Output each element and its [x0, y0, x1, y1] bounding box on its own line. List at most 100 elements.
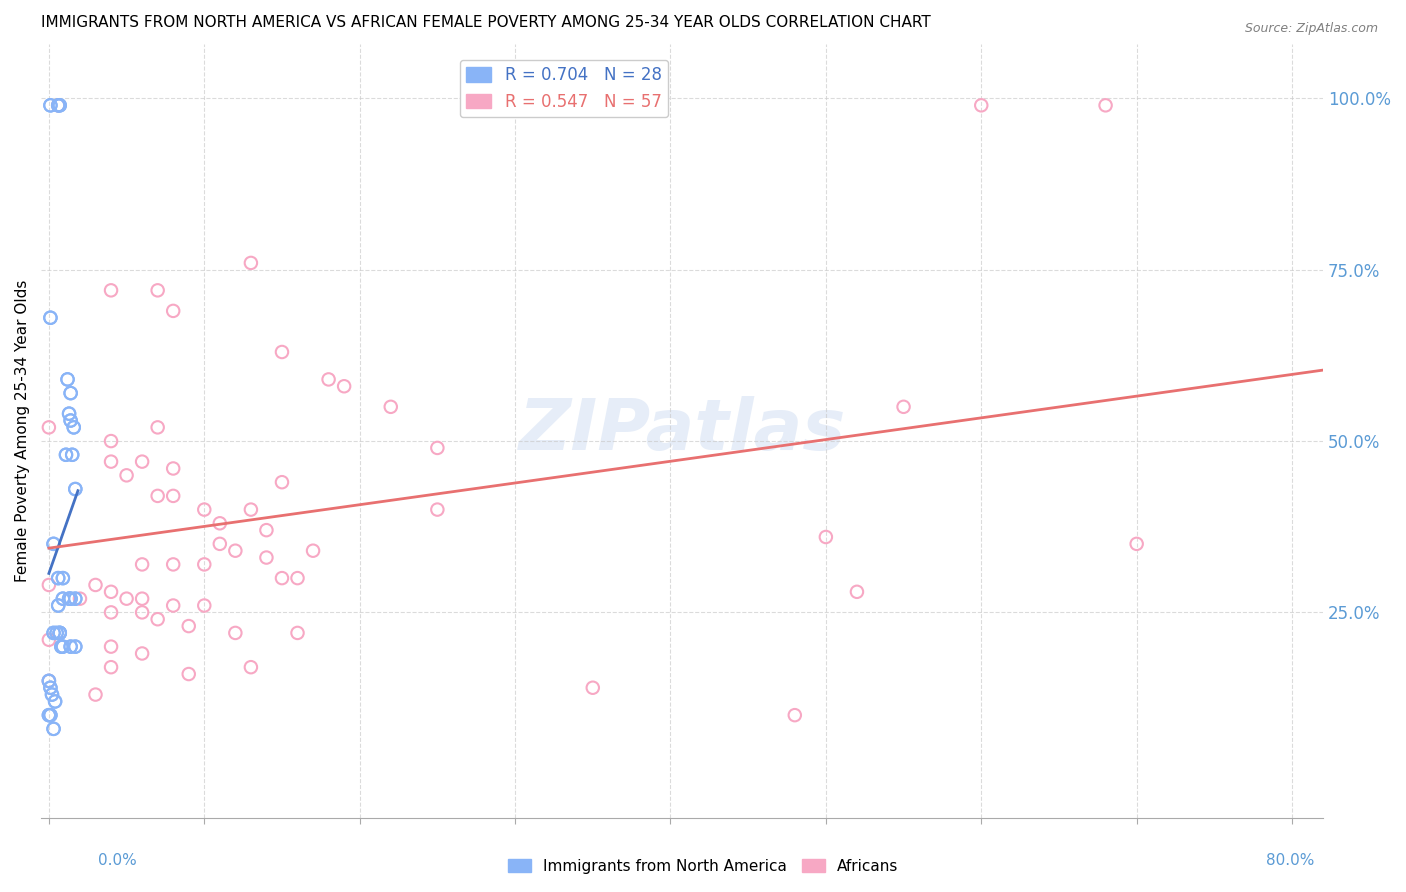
Point [38, 673, 60, 688]
Point [39, 708, 62, 723]
Point [100, 455, 122, 469]
Point [49, 626, 72, 640]
Point [49, 98, 72, 112]
Point [239, 660, 262, 674]
Point [582, 681, 605, 695]
Point [287, 571, 309, 585]
Point [46, 599, 69, 613]
Point [65, 640, 87, 654]
Point [177, 619, 200, 633]
Point [65, 591, 87, 606]
Point [1094, 98, 1116, 112]
Point [49, 98, 72, 112]
Point [42, 537, 65, 551]
Legend: Immigrants from North America, Africans: Immigrants from North America, Africans [502, 853, 904, 880]
Point [56, 372, 79, 386]
Point [42, 626, 65, 640]
Point [271, 345, 294, 359]
Point [58, 591, 80, 606]
Point [52, 591, 75, 606]
Point [893, 400, 915, 414]
Point [59, 386, 82, 401]
Text: Source: ZipAtlas.com: Source: ZipAtlas.com [1244, 22, 1378, 36]
Point [302, 543, 325, 558]
Point [256, 523, 278, 537]
Point [59, 413, 82, 427]
Point [39, 708, 62, 723]
Point [193, 502, 215, 516]
Point [100, 606, 122, 620]
Point [426, 441, 449, 455]
Point [162, 461, 184, 475]
Point [38, 673, 60, 688]
Point [45, 626, 67, 640]
Point [49, 626, 72, 640]
Point [318, 372, 340, 386]
Point [46, 98, 69, 112]
Point [39, 310, 62, 325]
Point [783, 708, 806, 723]
Point [193, 558, 215, 572]
Point [380, 400, 402, 414]
Point [84, 578, 107, 592]
Point [45, 626, 67, 640]
Point [131, 558, 153, 572]
Point [100, 283, 122, 297]
Point [131, 606, 153, 620]
Point [162, 558, 184, 572]
Point [162, 304, 184, 318]
Point [287, 626, 309, 640]
Point [62, 420, 84, 434]
Point [46, 98, 69, 112]
Point [845, 584, 868, 599]
Text: 80.0%: 80.0% [1267, 854, 1315, 868]
Point [65, 591, 87, 606]
Point [58, 407, 80, 421]
Text: 0.0%: 0.0% [98, 854, 138, 868]
Point [131, 591, 153, 606]
Point [208, 537, 231, 551]
Point [39, 98, 62, 112]
Point [65, 640, 87, 654]
Point [224, 543, 246, 558]
Point [58, 407, 80, 421]
Point [131, 455, 153, 469]
Point [84, 688, 107, 702]
Point [146, 420, 169, 434]
Text: ZIPatlas: ZIPatlas [519, 396, 846, 466]
Point [69, 591, 91, 606]
Point [224, 626, 246, 640]
Point [59, 386, 82, 401]
Point [271, 571, 294, 585]
Point [42, 722, 65, 736]
Point [41, 688, 63, 702]
Point [41, 688, 63, 702]
Point [59, 413, 82, 427]
Point [115, 468, 138, 483]
Point [333, 379, 356, 393]
Point [39, 98, 62, 112]
Y-axis label: Female Poverty Among 25-34 Year Olds: Female Poverty Among 25-34 Year Olds [15, 279, 30, 582]
Point [60, 448, 83, 462]
Point [55, 448, 77, 462]
Point [426, 502, 449, 516]
Point [100, 660, 122, 674]
Point [42, 537, 65, 551]
Point [256, 550, 278, 565]
Point [52, 571, 75, 585]
Point [42, 722, 65, 736]
Point [65, 482, 87, 496]
Point [60, 448, 83, 462]
Point [46, 98, 69, 112]
Point [44, 694, 66, 708]
Point [39, 681, 62, 695]
Point [131, 647, 153, 661]
Point [193, 599, 215, 613]
Point [146, 283, 169, 297]
Point [56, 372, 79, 386]
Point [51, 640, 73, 654]
Point [146, 612, 169, 626]
Point [970, 98, 993, 112]
Point [46, 571, 69, 585]
Point [100, 584, 122, 599]
